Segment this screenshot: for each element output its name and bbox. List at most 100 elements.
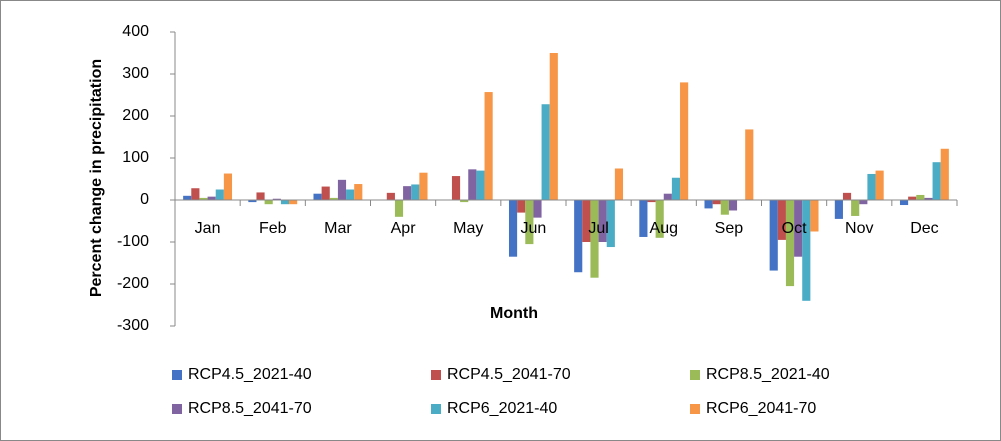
bar <box>867 173 876 200</box>
bar <box>386 192 395 200</box>
bar <box>655 200 664 238</box>
legend-swatch <box>172 370 182 380</box>
legend-label: RCP6_2021-40 <box>447 400 557 417</box>
bar <box>264 200 273 205</box>
x-axis-title: Month <box>490 305 538 322</box>
x-tick-label: Mar <box>324 220 352 237</box>
bar <box>207 196 216 200</box>
bar <box>517 200 526 213</box>
bar <box>403 186 412 200</box>
bar <box>248 200 257 203</box>
bar <box>639 200 648 237</box>
legend-label: RCP4.5_2021-40 <box>188 366 312 383</box>
bar <box>680 82 689 200</box>
bar <box>932 162 941 200</box>
bar <box>590 200 599 278</box>
y-tick-label: 100 <box>122 149 149 166</box>
y-tick-label: 400 <box>122 23 149 40</box>
y-tick-label: 300 <box>122 65 149 82</box>
bar <box>859 200 868 205</box>
x-tick-label: Jun <box>521 220 547 237</box>
bar <box>549 53 558 200</box>
bar <box>769 200 778 271</box>
bar <box>223 173 233 200</box>
x-tick-label: Nov <box>845 220 873 237</box>
x-tick-label: Aug <box>650 220 678 237</box>
bar <box>394 200 404 217</box>
bar <box>460 200 469 203</box>
x-tick-label: Sep <box>715 220 744 237</box>
bar <box>419 172 428 200</box>
legend-swatch <box>172 404 182 414</box>
bar <box>704 200 713 209</box>
legend-swatch <box>690 404 700 414</box>
bar <box>199 197 208 200</box>
bar <box>712 200 721 205</box>
bar <box>451 176 461 200</box>
x-tick-label: Feb <box>259 220 287 237</box>
bar <box>614 168 624 200</box>
y-tick-label: 0 <box>140 191 149 208</box>
bar <box>525 200 534 245</box>
x-tick-label: Oct <box>782 220 807 237</box>
bar <box>272 198 281 200</box>
bar <box>191 188 200 200</box>
bar <box>582 200 591 242</box>
y-tick-label: -100 <box>117 233 149 250</box>
legend-swatch <box>431 370 441 380</box>
y-tick-label: -200 <box>117 275 149 292</box>
bar <box>785 200 795 287</box>
bar <box>794 200 803 257</box>
bar <box>329 197 338 200</box>
legend-label: RCP8.5_2041-70 <box>188 400 312 417</box>
bar <box>183 195 192 200</box>
bar <box>916 194 925 200</box>
bar <box>875 170 884 200</box>
bar <box>541 104 550 200</box>
legend-label: RCP4.5_2041-70 <box>447 366 571 383</box>
legend-label: RCP8.5_2021-40 <box>706 366 830 383</box>
bar <box>851 200 860 216</box>
bar <box>671 177 681 200</box>
bar <box>508 200 518 257</box>
bar <box>834 200 843 219</box>
bar <box>533 200 542 218</box>
y-tick-label: 200 <box>122 107 149 124</box>
bar <box>354 184 363 200</box>
bar <box>663 193 672 200</box>
bar <box>215 189 224 200</box>
bar <box>940 148 949 200</box>
bar <box>280 200 290 205</box>
bar <box>924 197 933 200</box>
bar <box>289 200 298 205</box>
bar <box>842 192 852 200</box>
bar <box>810 200 819 232</box>
x-tick-label: Jul <box>588 220 608 237</box>
legend-swatch <box>431 404 441 414</box>
legend-swatch <box>690 370 700 380</box>
x-tick-label: Dec <box>910 220 938 237</box>
x-tick-label: Apr <box>391 220 417 237</box>
bar <box>346 189 355 200</box>
x-tick-label: Jan <box>195 220 221 237</box>
bar <box>468 169 477 200</box>
bar <box>256 192 265 200</box>
bar <box>574 200 583 273</box>
legend-label: RCP6_2041-70 <box>706 400 816 417</box>
bar <box>777 200 786 240</box>
bar <box>720 200 729 215</box>
bar <box>476 170 485 200</box>
bar <box>899 200 909 206</box>
bar <box>728 200 738 211</box>
bar <box>411 184 420 200</box>
bar <box>908 196 917 200</box>
bar <box>337 179 347 200</box>
bar <box>598 200 607 242</box>
bar <box>484 92 493 200</box>
y-tick-label: -300 <box>117 317 149 334</box>
x-tick-label: May <box>453 220 483 237</box>
bar <box>647 200 656 203</box>
bar <box>745 129 754 200</box>
